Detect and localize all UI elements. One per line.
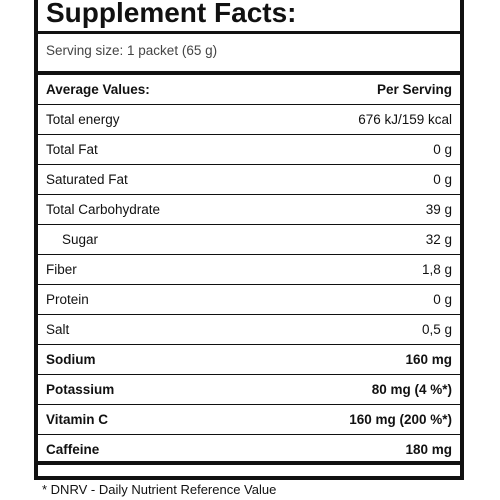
nutrient-label: Total energy bbox=[46, 112, 120, 127]
table-row-total-energy: Total energy 676 kJ/159 kcal bbox=[38, 105, 460, 135]
nutrient-label: Sodium bbox=[46, 352, 96, 367]
table-row-sodium: Sodium 160 mg bbox=[38, 345, 460, 375]
nutrient-label: Protein bbox=[46, 292, 89, 307]
header-value: Per Serving bbox=[376, 82, 452, 97]
serving-divider bbox=[38, 71, 460, 75]
nutrient-value: 180 mg bbox=[405, 442, 452, 457]
nutrient-value: 1,8 g bbox=[421, 262, 452, 277]
nutrient-value: 39 g bbox=[425, 202, 452, 217]
nutrient-label: Caffeine bbox=[46, 442, 100, 457]
nutrient-label: Total Fat bbox=[46, 142, 98, 157]
nutrient-table: Average Values: Per Serving Total energy… bbox=[38, 75, 460, 465]
nutrient-value: 80 mg (4 %*) bbox=[371, 382, 452, 397]
table-row-vitamin-c: Vitamin C 160 mg (200 %*) bbox=[38, 405, 460, 435]
table-row-sugar: Sugar 32 g bbox=[38, 225, 460, 255]
table-header-row: Average Values: Per Serving bbox=[38, 75, 460, 105]
table-row-saturated-fat: Saturated Fat 0 g bbox=[38, 165, 460, 195]
nutrient-value: 676 kJ/159 kcal bbox=[358, 112, 452, 127]
table-row-salt: Salt 0,5 g bbox=[38, 315, 460, 345]
nutrient-label: Vitamin C bbox=[46, 412, 109, 427]
nutrient-label: Saturated Fat bbox=[46, 172, 128, 187]
nutrient-value: 0 g bbox=[433, 292, 452, 307]
nutrient-value: 0,5 g bbox=[421, 322, 452, 337]
nutrient-label: Potassium bbox=[46, 382, 115, 397]
nutrient-value: 32 g bbox=[425, 232, 452, 247]
nutrient-label: Salt bbox=[46, 322, 70, 337]
table-row-protein: Protein 0 g bbox=[38, 285, 460, 315]
table-row-total-fat: Total Fat 0 g bbox=[38, 135, 460, 165]
table-row-fiber: Fiber 1,8 g bbox=[38, 255, 460, 285]
nutrient-value: 0 g bbox=[433, 172, 452, 187]
serving-size: Serving size: 1 packet (65 g) bbox=[46, 43, 218, 58]
nutrient-value: 0 g bbox=[433, 142, 452, 157]
table-row-caffeine: Caffeine 180 mg bbox=[38, 435, 460, 465]
table-row-potassium: Potassium 80 mg (4 %*) bbox=[38, 375, 460, 405]
nutrient-label: Sugar bbox=[62, 232, 99, 247]
footnote: * DNRV - Daily Nutrient Reference Value bbox=[42, 482, 277, 497]
panel-title: Supplement Facts: bbox=[46, 0, 297, 28]
nutrient-label: Fiber bbox=[46, 262, 77, 277]
nutrient-label: Total Carbohydrate bbox=[46, 202, 161, 217]
nutrient-value: 160 mg bbox=[405, 352, 452, 367]
header-label: Average Values: bbox=[46, 82, 150, 97]
nutrient-value: 160 mg (200 %*) bbox=[349, 412, 452, 427]
supplement-facts-panel: Supplement Facts: Serving size: 1 packet… bbox=[34, 0, 464, 480]
table-row-total-carbohydrate: Total Carbohydrate 39 g bbox=[38, 195, 460, 225]
title-divider bbox=[38, 31, 460, 34]
